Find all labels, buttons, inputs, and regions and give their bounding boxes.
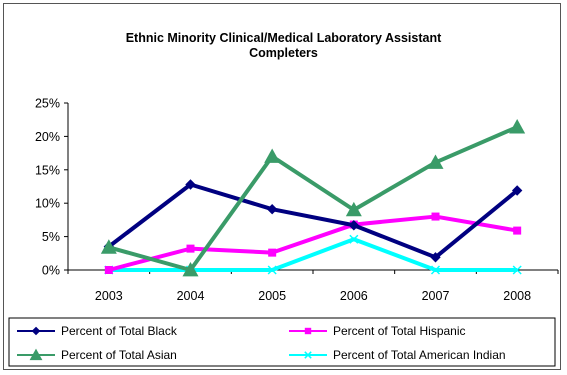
data-point-diamond <box>31 326 41 336</box>
x-tick-label: 2004 <box>177 289 205 303</box>
x-tick-label: 2007 <box>422 289 450 303</box>
series-line <box>108 214 518 272</box>
data-point-diamond <box>185 179 196 190</box>
series-percent-of-total-asian <box>100 119 526 277</box>
data-point-x <box>304 351 312 359</box>
series-line <box>107 182 519 260</box>
data-point-square <box>513 226 522 235</box>
data-point-triangle <box>29 348 43 361</box>
data-point-diamond <box>266 204 278 215</box>
data-point-diamond <box>511 185 523 196</box>
legend-label: Percent of Total Black <box>61 324 178 338</box>
axis-ticks: 0% 5% 10% 15% 20% 25% 2003 2004 2005 2006 2007 2008 <box>35 97 559 303</box>
chart-title-line-2: Completers <box>249 46 318 60</box>
y-tick-label: 15% <box>35 163 60 177</box>
x-tick-label: 2005 <box>258 289 286 303</box>
legend-box <box>8 317 556 367</box>
legend-label: Percent of Total Hispanic <box>333 324 466 338</box>
data-point-diamond <box>348 220 360 231</box>
data-point-triangle <box>100 239 117 254</box>
y-tick-label: 5% <box>42 230 60 244</box>
data-point-x <box>267 265 277 275</box>
y-tick-label: 0% <box>42 264 60 278</box>
legend: Percent of Total Black Percent of Total H… <box>8 317 556 367</box>
series-line <box>108 237 518 272</box>
data-point-triangle <box>427 154 444 169</box>
data-point-triangle <box>345 201 362 217</box>
chart-title: Ethnic Minority Clinical/Medical Laborat… <box>0 31 567 61</box>
chart-title-line-1: Ethnic Minority Clinical/Medical Laborat… <box>125 31 442 45</box>
data-point-square <box>268 248 277 257</box>
chart-frame <box>3 3 561 370</box>
series-line <box>108 125 518 272</box>
legend-item: Percent of Total American Indian <box>289 348 506 362</box>
y-tick-label: 25% <box>35 97 60 111</box>
y-tick-label: 20% <box>35 130 60 144</box>
y-tick-label: 10% <box>35 197 60 211</box>
data-point-triangle <box>182 262 199 277</box>
x-tick-label: 2008 <box>503 289 531 303</box>
data-point-x <box>430 265 441 275</box>
legend-item: Percent of Total Hispanic <box>289 324 466 338</box>
data-point-x <box>349 234 359 244</box>
series-group <box>100 119 526 277</box>
data-point-square <box>431 212 440 221</box>
data-point-square <box>304 327 312 335</box>
data-point-diamond <box>430 252 441 263</box>
legend-label: Percent of Total Asian <box>61 348 177 362</box>
data-point-x <box>512 265 522 275</box>
data-point-triangle <box>264 148 281 163</box>
axes <box>67 103 558 271</box>
x-tick-label: 2006 <box>340 289 368 303</box>
data-point-triangle <box>509 119 526 134</box>
legend-item: Percent of Total Black <box>17 324 178 338</box>
data-point-square <box>104 266 113 274</box>
data-point-square <box>186 244 195 253</box>
legend-item: Percent of Total Asian <box>17 348 177 362</box>
x-tick-label: 2003 <box>95 289 123 303</box>
legend-label: Percent of Total American Indian <box>333 348 506 362</box>
